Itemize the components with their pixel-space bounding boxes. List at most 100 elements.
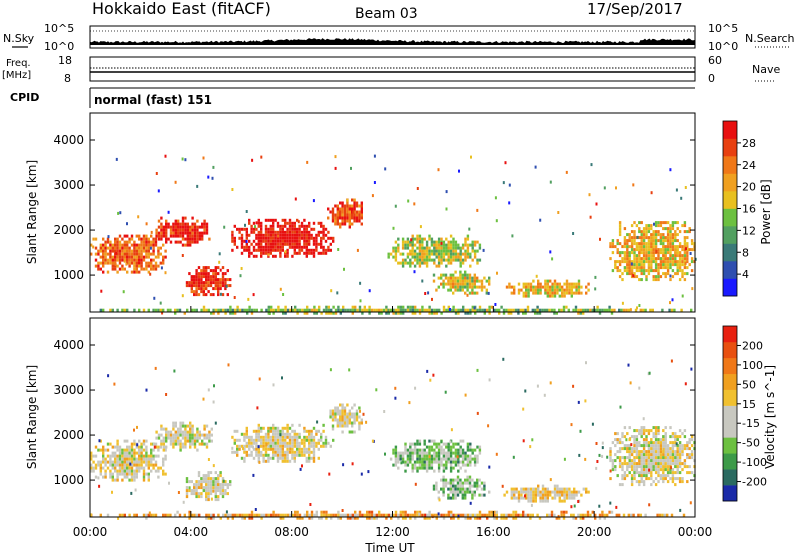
range-cell [611, 468, 615, 472]
scatter-cell [632, 274, 635, 278]
range-cell [678, 278, 682, 282]
range-cell [130, 442, 134, 446]
range-cell [214, 471, 217, 475]
scatter-cell [113, 382, 116, 386]
range-cell [269, 441, 272, 445]
range-cell [435, 442, 438, 446]
range-cell [272, 426, 275, 430]
range-cell [647, 245, 651, 249]
range-cell [549, 285, 552, 289]
range-cell [193, 492, 196, 496]
colorbar-step [723, 485, 737, 502]
range-cell [616, 474, 619, 478]
range-cell [126, 457, 129, 461]
range-cell [423, 460, 426, 464]
range-cell [296, 311, 299, 315]
range-cell [639, 308, 642, 312]
range-cell [464, 285, 467, 289]
range-cell [681, 477, 684, 481]
range-cell [690, 242, 694, 246]
range-cell [657, 275, 660, 279]
range-cell [428, 249, 431, 253]
range-cell [469, 463, 472, 467]
range-cell [662, 459, 665, 463]
range-cell [189, 439, 192, 443]
range-cell [269, 224, 272, 228]
range-cell [118, 454, 122, 458]
range-cell [286, 308, 290, 312]
range-cell [662, 453, 665, 457]
scatter-cell [222, 479, 225, 483]
range-cell [579, 308, 582, 312]
range-cell [406, 246, 410, 250]
range-cell [500, 305, 503, 309]
range-cell [203, 228, 206, 232]
range-cell [329, 248, 332, 252]
range-cell [512, 513, 515, 517]
range-cell [322, 444, 325, 448]
range-cell [300, 438, 304, 442]
range-cell [532, 490, 535, 494]
range-cell [490, 305, 494, 309]
range-cell [324, 251, 328, 255]
range-cell [339, 213, 342, 217]
range-cell [609, 450, 612, 454]
range-cell [360, 204, 363, 208]
range-cell [189, 427, 192, 431]
range-cell [327, 441, 330, 445]
range-cell [296, 239, 299, 243]
range-cell [469, 457, 472, 461]
range-cell [330, 308, 333, 312]
range-cell [114, 469, 117, 473]
range-cell [664, 438, 667, 442]
range-cell [279, 308, 282, 312]
range-cell [184, 243, 187, 247]
scatter-cell [413, 202, 416, 206]
range-cell [416, 258, 419, 262]
range-cell [262, 251, 265, 255]
range-cell [184, 439, 187, 443]
range-cell [461, 285, 464, 289]
range-cell [305, 438, 308, 442]
range-cell [202, 281, 205, 285]
range-cell [267, 453, 270, 457]
range-cell [652, 230, 655, 234]
range-cell [90, 463, 93, 467]
range-cell [184, 445, 187, 449]
range-cell [106, 270, 110, 274]
range-cell [284, 453, 287, 457]
range-cell [579, 513, 582, 517]
range-cell [664, 221, 667, 225]
range-cell [358, 510, 362, 514]
range-cell [118, 246, 122, 250]
range-cell [116, 252, 119, 256]
range-cell [162, 427, 165, 431]
range-cell [339, 207, 342, 211]
range-cell [421, 451, 424, 455]
range-cell [471, 258, 474, 262]
range-cell [121, 454, 124, 458]
range-cell [274, 236, 277, 240]
scatter-cell [277, 234, 280, 238]
range-cell [92, 237, 95, 241]
range-cell [435, 513, 438, 517]
range-cell [291, 230, 294, 234]
range-cell [334, 412, 337, 416]
range-cell [205, 228, 209, 232]
range-cell [433, 442, 436, 446]
range-cell [229, 278, 232, 282]
range-cell [642, 248, 646, 252]
range-cell [688, 263, 691, 267]
range-cell [683, 462, 687, 466]
range-cell [197, 483, 201, 487]
range-cell [126, 466, 129, 470]
range-cell [409, 243, 412, 247]
range-cell [104, 255, 107, 259]
range-cell [217, 281, 220, 285]
range-cell [293, 453, 296, 457]
range-cell [128, 448, 131, 452]
range-cell [341, 406, 344, 410]
range-cell [539, 499, 542, 503]
range-cell [450, 516, 453, 520]
